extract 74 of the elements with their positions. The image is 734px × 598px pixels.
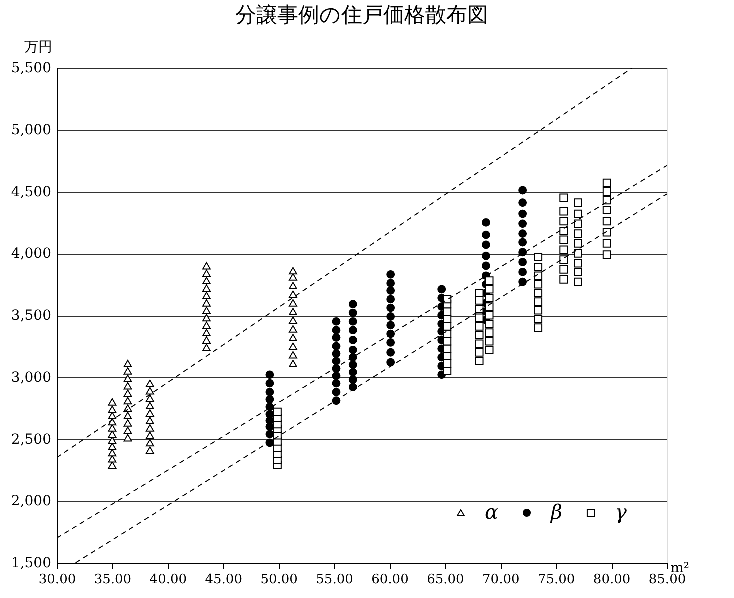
point [289,308,298,316]
point [108,406,117,414]
x-tick-label: 65.00 [427,572,464,588]
point [202,344,211,352]
point [108,449,117,457]
point [289,299,298,307]
point [202,322,211,330]
x-tick-label: 35.00 [94,572,132,588]
point [202,329,211,337]
point [202,306,211,314]
point [124,434,132,442]
point [146,402,154,410]
point [124,397,132,405]
point [289,267,298,275]
x-tick-label: 75.00 [538,572,576,588]
x-tick-label: 30.00 [38,572,76,588]
y-tick-label: 2,000 [11,494,52,510]
point [124,382,132,390]
y-tick-label: 5,000 [11,122,52,138]
point [146,380,154,388]
point [124,426,132,434]
y-tick-label: 3,500 [11,308,52,324]
x-tick-label: 80.00 [593,572,631,588]
chart-title: 分譲事例の住戸価格散布図 [236,3,488,27]
x-tick-label: 70.00 [482,572,520,588]
point [289,325,298,333]
point [146,446,154,454]
x-tick-label: 40.00 [150,572,188,588]
y-tick-label: 4,000 [11,246,52,262]
y-tick-label: 2,500 [11,432,52,448]
legend-label: β [550,500,563,524]
y-tick-label: 5,500 [11,60,52,76]
point [289,290,298,298]
legend-label: γ [615,500,627,524]
point [146,410,154,417]
point [108,430,117,438]
point [108,412,117,420]
point [146,439,154,447]
point [202,314,211,322]
y-tick-label: 4,500 [11,184,52,200]
point [289,334,298,342]
point [146,432,154,440]
point [202,284,211,292]
point [202,277,211,285]
y-tick-label: 1,500 [11,556,52,572]
y-tick-label: 3,000 [11,370,52,386]
point [124,367,132,375]
point [289,282,298,290]
point [202,336,211,344]
y-axis-title: 万円 [24,40,52,56]
x-tick-label: 55.00 [316,572,354,588]
point [124,360,132,368]
point [146,387,154,395]
point [289,316,298,324]
point [202,270,211,278]
point [289,342,298,350]
x-tick-label: 45.00 [205,572,242,588]
point [108,462,117,469]
point [124,419,132,427]
point [124,374,132,382]
point [146,394,154,402]
point [124,390,132,398]
point [202,262,211,270]
legend-label: α [485,500,499,524]
point [124,412,132,420]
point [146,424,154,432]
point [289,360,298,368]
point [202,292,211,300]
point [202,299,211,307]
x-tick-label: 60.00 [372,572,409,588]
point [289,351,298,359]
point [108,398,117,406]
x-tick-label: 50.00 [260,572,298,588]
point [146,416,154,424]
